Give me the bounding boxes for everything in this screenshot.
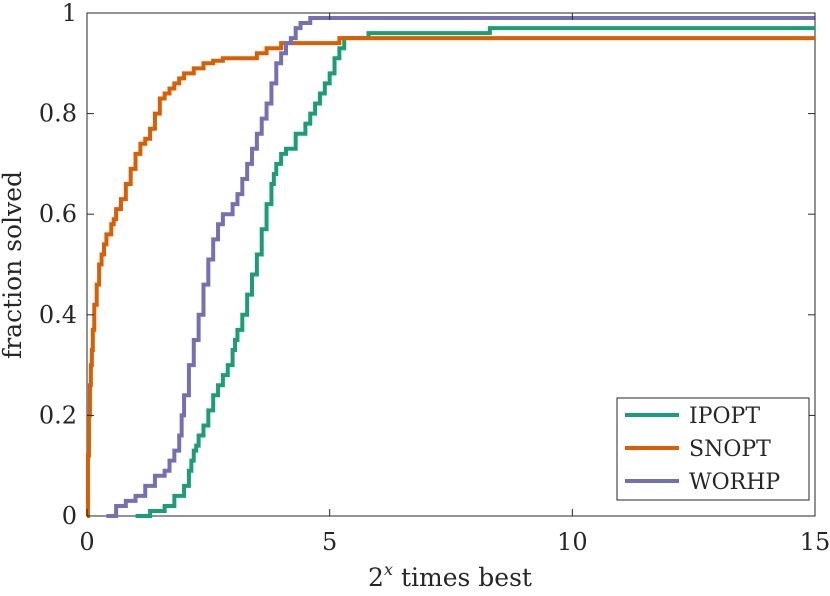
y-tick-label: 0 (62, 502, 77, 530)
tick-labels: 0 5 10 15 0 0.2 0.4 0.6 0.8 1 (39, 0, 830, 556)
y-tick-label: 1 (62, 0, 77, 27)
series-lines (85, 16, 815, 518)
y-tick-label: 0.2 (39, 401, 77, 429)
x-axis-label: 2x times best (368, 560, 532, 592)
legend-label-worhp: WORHP (689, 470, 780, 495)
legend: IPOPT SNOPT WORHP (616, 397, 810, 501)
y-tick-label: 0.6 (39, 200, 77, 228)
series-line-ipopt (135, 26, 815, 518)
x-axis-label-base: 2 (368, 563, 384, 592)
x-tick-label: 0 (79, 528, 94, 556)
y-tick-label: 0.8 (39, 100, 77, 128)
x-axis-label-exponent: x (384, 560, 393, 579)
y-tick-label: 0.4 (39, 301, 77, 329)
x-tick-label: 10 (557, 528, 588, 556)
y-axis-label: fraction solved (0, 171, 27, 359)
x-axis-label-text: times best (401, 563, 532, 592)
legend-label-snopt: SNOPT (689, 437, 771, 462)
series-line-worhp (106, 16, 815, 518)
x-tick-label: 15 (800, 528, 830, 556)
legend-label-ipopt: IPOPT (689, 404, 760, 429)
series-line-snopt (85, 36, 815, 518)
x-tick-label: 5 (322, 528, 337, 556)
